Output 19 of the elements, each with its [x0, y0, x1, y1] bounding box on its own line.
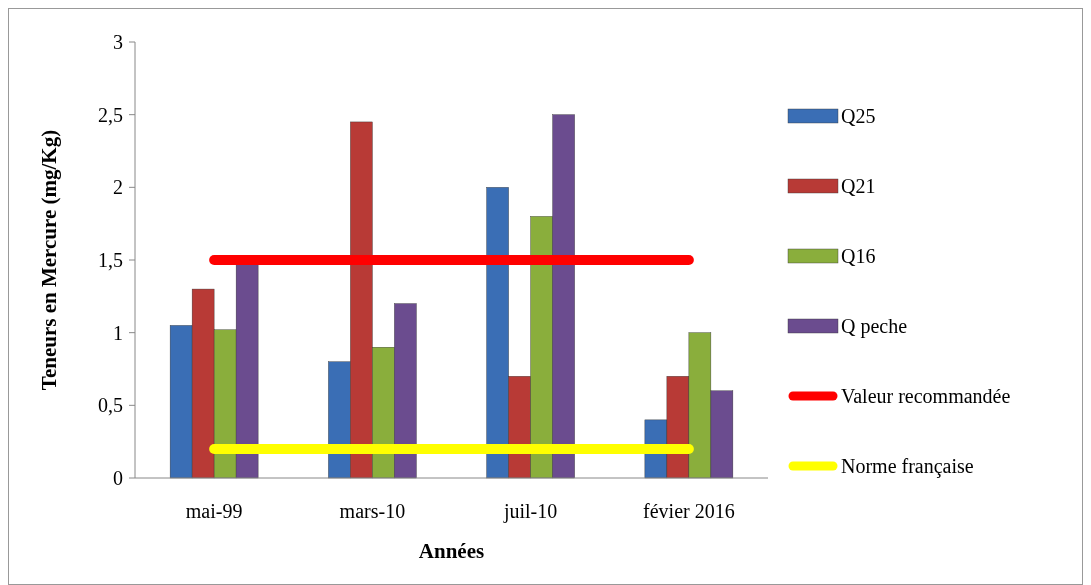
legend-label: Q16: [841, 245, 876, 267]
y-tick-label: 1: [113, 321, 123, 344]
legend-label: Norme française: [841, 455, 974, 478]
x-tick-label: juil-10: [502, 500, 558, 523]
legend-label: Valeur recommandée: [841, 385, 1011, 407]
y-tick-label: 3: [113, 31, 123, 53]
y-tick-label: 1,5: [98, 249, 123, 271]
legend-label: Q25: [841, 105, 876, 127]
x-tick-label: mars-10: [339, 500, 406, 522]
legend-label: Q peche: [841, 315, 908, 338]
y-tick-label: 2,5: [98, 103, 123, 126]
y-tick-label: 0,5: [98, 394, 123, 417]
x-tick-label: mai-99: [185, 500, 243, 522]
y-axis-title: Teneurs en Mercure (mg/Kg): [37, 129, 61, 391]
x-axis-title: Années: [418, 539, 485, 563]
x-tick-label: févier 2016: [643, 500, 735, 522]
y-tick-label: 2: [113, 176, 123, 199]
legend-label: Q21: [841, 175, 876, 197]
y-tick-label: 0: [113, 467, 123, 489]
